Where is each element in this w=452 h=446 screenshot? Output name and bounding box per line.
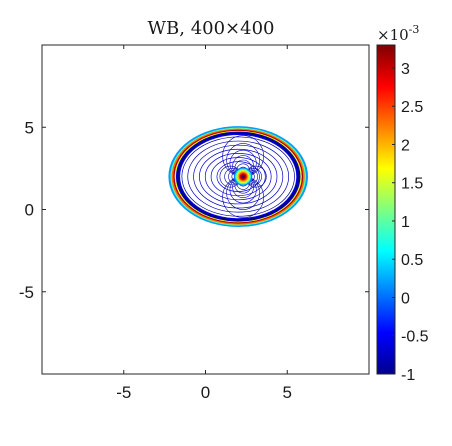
contour-ring (173, 129, 304, 224)
colorbar-tick-label: -0.5 (401, 329, 429, 346)
contour-ring (168, 126, 308, 228)
colorbar-ticks: 3 2.5 2 1.5 1 0.5 0 -0.5 -1 (392, 61, 429, 384)
axis-ticks: -5 0 5 5 0 -5 (19, 45, 369, 402)
core-contour (238, 172, 248, 181)
colorbar (376, 44, 396, 375)
core-contour (241, 174, 246, 179)
y-tick-label: 0 (25, 201, 34, 220)
plot-frame (41, 44, 370, 375)
inner-contour (210, 157, 266, 197)
inner-contour (181, 136, 295, 217)
colorbar-tick-label: 0 (401, 290, 410, 307)
contour-ring (174, 130, 302, 223)
core-contour (237, 171, 249, 183)
core-contour (233, 167, 253, 186)
x-tick-label: -5 (116, 383, 131, 402)
colorbar-tick-label: 3 (401, 61, 410, 78)
core-contour (235, 168, 252, 185)
x-tick-label: 5 (283, 383, 292, 402)
chart-title: WB, 400×400 (148, 18, 275, 39)
colorbar-tick-label: 1.5 (401, 176, 423, 193)
inner-contour (187, 140, 290, 213)
y-tick-label: -5 (19, 283, 34, 302)
colorbar-tick-label: 0.5 (401, 252, 423, 269)
y-tick-label: 5 (25, 118, 34, 137)
colorbar-tick-label: 1 (401, 214, 410, 231)
colorbar-exponent: ×10-3 (377, 23, 419, 44)
contour-ring (171, 128, 305, 225)
contour-ring (178, 133, 298, 220)
core-contour (239, 173, 247, 180)
contour-ring (170, 127, 306, 226)
colorbar-tick-label: 2 (401, 137, 410, 154)
core-contour (236, 169, 250, 184)
contour-lines (168, 126, 308, 228)
dipole-lobe (222, 176, 264, 218)
colorbar-tick-label: -1 (401, 367, 415, 384)
inner-contour (204, 153, 272, 201)
inner-contour (193, 144, 284, 209)
colorbar-tick-label: 2.5 (401, 99, 423, 116)
inner-contour (199, 148, 278, 205)
contour-ring (176, 132, 300, 221)
x-tick-label: 0 (201, 383, 210, 402)
